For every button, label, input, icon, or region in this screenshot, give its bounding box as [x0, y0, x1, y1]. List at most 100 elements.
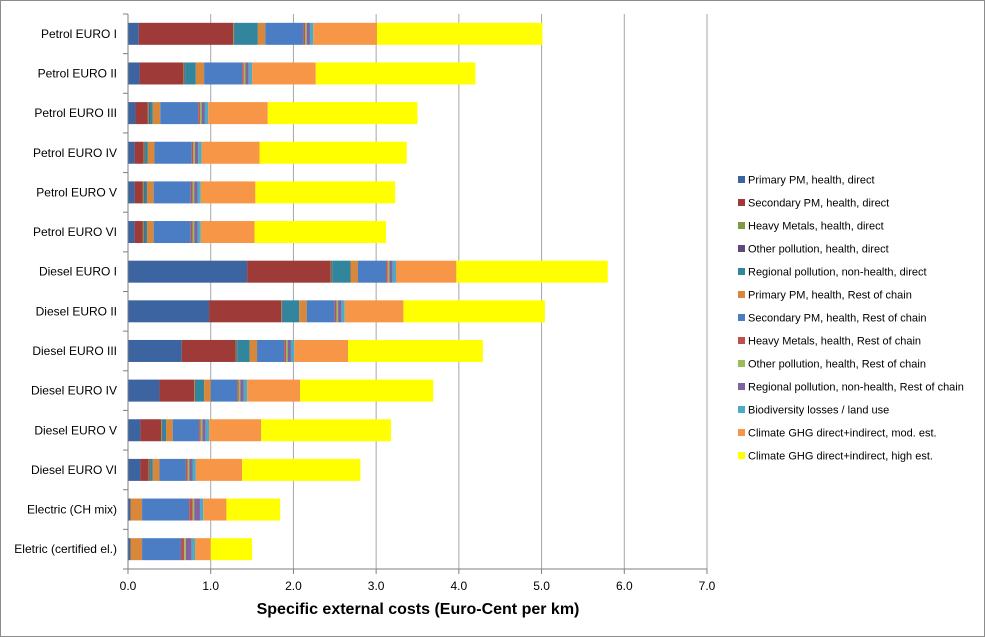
bar-segment — [294, 339, 349, 362]
legend-entry: Secondary PM, health, Rest of chain — [748, 313, 927, 325]
legend-entry: Regional pollution, non-health, Rest of … — [748, 382, 964, 394]
bar-segment — [166, 419, 173, 442]
legend-swatch — [738, 176, 745, 183]
bar-segment — [128, 221, 135, 244]
bar-segment — [237, 339, 250, 362]
bar-segment — [303, 22, 306, 45]
bar-segment — [128, 102, 136, 125]
bar-segment — [128, 498, 131, 521]
bar-segment — [261, 419, 392, 442]
bar-segment — [142, 538, 181, 561]
bar-segment — [185, 62, 196, 85]
bar-segment — [233, 22, 235, 45]
bar-segment — [159, 379, 195, 402]
bar-segment — [386, 260, 388, 283]
bar-segment — [181, 339, 236, 362]
bar-segment — [300, 379, 434, 402]
bar-segment — [197, 181, 201, 204]
bar-segment — [144, 221, 148, 244]
bar-segment — [210, 379, 238, 402]
bar-segment — [233, 22, 234, 45]
x-tick-label: 7.0 — [699, 579, 716, 593]
category-label: Diesel EURO VI — [31, 463, 117, 477]
bar-segment — [184, 62, 186, 85]
bar-segment — [199, 102, 202, 125]
bar-segment — [238, 379, 241, 402]
bar-segment — [199, 419, 201, 442]
category-label: Petrol EURO II — [38, 66, 117, 80]
bar-segment — [208, 102, 268, 125]
bar-segment — [148, 458, 150, 481]
bar-segment — [234, 22, 258, 45]
bar-segment — [195, 379, 205, 402]
bar-segment — [142, 221, 144, 244]
legend-entry: Primary PM, health, Rest of chain — [748, 290, 912, 302]
bar-segment — [194, 498, 200, 521]
bar-segment — [193, 141, 195, 164]
bar-segment — [134, 221, 143, 244]
bar-segment — [265, 22, 304, 45]
bar-segment — [252, 62, 316, 85]
bar-segment — [161, 419, 162, 442]
bar-segment — [194, 379, 195, 402]
legend-entry: Primary PM, health, direct — [748, 175, 875, 187]
legend-swatch — [738, 337, 745, 344]
bar-segment — [284, 339, 286, 362]
bar-segment — [153, 221, 191, 244]
bar-segment — [282, 300, 300, 323]
bar-segment — [200, 181, 256, 204]
bar-segment — [247, 379, 301, 402]
bar-segment — [147, 181, 154, 204]
bar-stacks — [128, 22, 608, 561]
bar-segment — [128, 62, 140, 85]
bar-segment — [309, 22, 314, 45]
bar-segment — [204, 102, 209, 125]
bar-segment — [257, 339, 285, 362]
bar-segment — [147, 221, 154, 244]
bar-segment — [143, 141, 145, 164]
bar-segment — [395, 260, 457, 283]
bar-segment — [198, 141, 202, 164]
bar-segment — [249, 339, 258, 362]
bar-segment — [159, 458, 186, 481]
bar-segment — [209, 419, 262, 442]
bar-segment — [201, 102, 205, 125]
bar-segment — [209, 300, 282, 323]
legend: Primary PM, health, direct Secondary PM, … — [738, 175, 964, 463]
bar-segment — [237, 379, 239, 402]
bar-segment — [194, 181, 198, 204]
bar-segment — [172, 419, 200, 442]
bar-segment — [130, 498, 143, 521]
bar-segment — [128, 141, 135, 164]
bar-segment — [138, 22, 234, 45]
bar-segment — [389, 260, 393, 283]
bar-segment — [161, 419, 163, 442]
bar-segment — [226, 498, 281, 521]
bar-segment — [197, 221, 201, 244]
bar-segment — [185, 458, 188, 481]
legend-entry: Heavy Metals, health, Rest of chain — [748, 336, 921, 348]
bar-segment — [128, 419, 141, 442]
bar-segment — [162, 419, 167, 442]
bar-segment — [348, 339, 483, 362]
bar-segment — [236, 339, 238, 362]
bar-segment — [189, 458, 193, 481]
bar-segment — [235, 339, 237, 362]
legend-swatch — [738, 383, 745, 390]
bar-segment — [130, 538, 143, 561]
bar-segment — [204, 379, 211, 402]
bar-segment — [201, 141, 260, 164]
category-label: Diesel EURO I — [39, 265, 117, 279]
bar-segment — [192, 458, 196, 481]
bar-segment — [154, 141, 192, 164]
bar-segment — [150, 458, 153, 481]
bar-segment — [140, 419, 162, 442]
bar-segment — [195, 62, 205, 85]
category-label: Petrol EURO I — [41, 27, 117, 41]
bar-segment — [290, 339, 295, 362]
category-label: Petrol EURO III — [34, 106, 117, 120]
x-tick-label: 4.0 — [451, 579, 468, 593]
bar-segment — [152, 458, 160, 481]
bar-segment — [205, 419, 210, 442]
x-axis: 0.0 1.0 2.0 3.0 4.0 5.0 6.0 7.0 — [120, 13, 716, 593]
